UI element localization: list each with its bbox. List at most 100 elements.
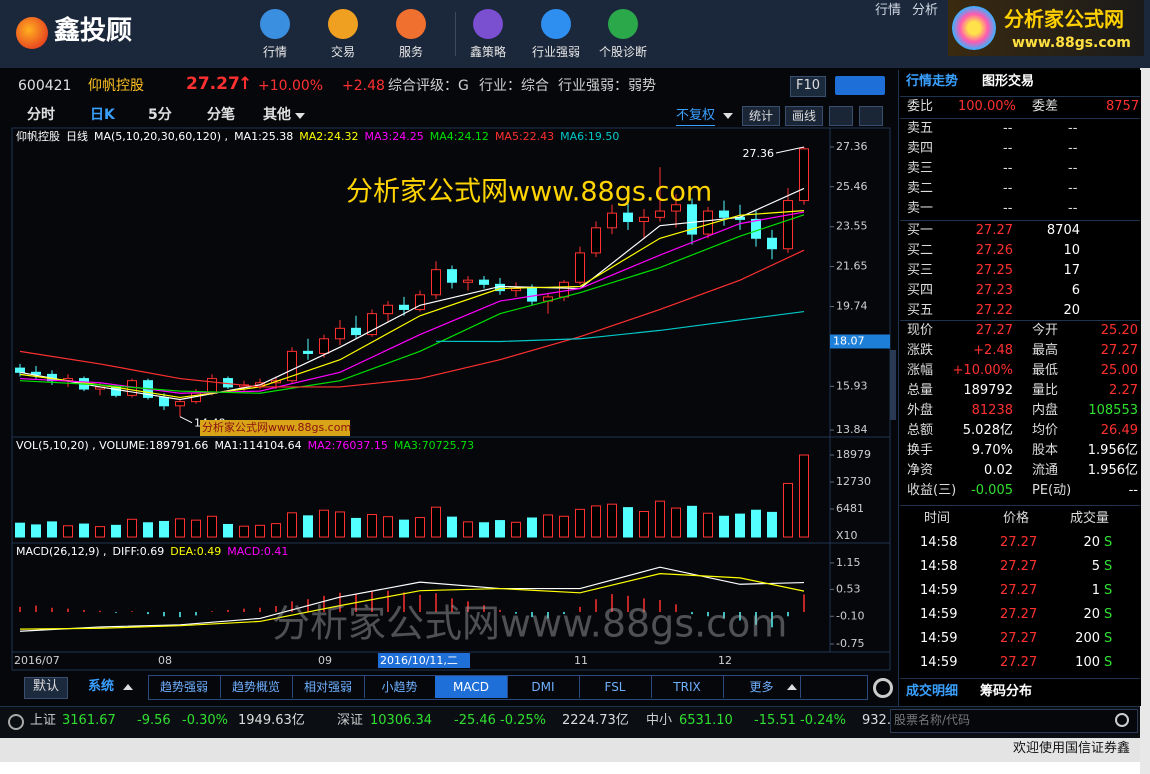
- indicator-tab[interactable]: MACD: [435, 676, 508, 698]
- top-link[interactable]: 分析: [912, 3, 939, 18]
- trade-side: S: [1104, 535, 1113, 550]
- trade-volume: 1: [1091, 583, 1100, 598]
- indicator-tab[interactable]: 趋势强弱: [148, 676, 221, 698]
- stat-value: 189792: [963, 383, 1013, 398]
- stat-label: 最低: [1032, 363, 1059, 378]
- ask-label: 卖一: [907, 201, 934, 216]
- indicator-tab[interactable]: DMI: [507, 676, 580, 698]
- panel-divider: [900, 320, 1140, 321]
- bid-label: 买五: [907, 303, 934, 318]
- trade-price: 27.27: [1000, 655, 1038, 670]
- panel-tab[interactable]: 行情走势: [906, 74, 959, 89]
- trade-side: S: [1104, 631, 1113, 646]
- weibi-value: 100.00%: [958, 99, 1016, 114]
- stock-change: +2.48: [342, 78, 385, 94]
- tool-fuquan[interactable]: 不复权: [676, 107, 716, 126]
- f10-button[interactable]: F10: [790, 76, 826, 97]
- logo-text: 鑫投顾: [54, 16, 133, 46]
- stat-value: 27.27: [1100, 343, 1138, 358]
- stat-label: PE(动): [1032, 483, 1072, 498]
- ask-label: 卖二: [907, 181, 934, 196]
- search-placeholder[interactable]: 股票名称/代码: [894, 713, 971, 727]
- ask-price: --: [1003, 141, 1013, 156]
- trade-time: 14:58: [920, 559, 958, 574]
- nav-label[interactable]: 个股诊断: [598, 45, 647, 59]
- stat-label: 现价: [907, 323, 934, 338]
- stat-value: 25.20: [1100, 323, 1138, 338]
- stat-label: 换手: [907, 443, 934, 458]
- stat-label: 收益(三): [907, 483, 957, 498]
- trade-side: S: [1104, 607, 1113, 622]
- chart-tab[interactable]: 分笔: [207, 107, 235, 123]
- nav-icon[interactable]: [608, 9, 638, 39]
- chart-tab[interactable]: 分时: [27, 107, 55, 123]
- nav-icon[interactable]: [328, 9, 358, 39]
- top-link[interactable]: 行情: [875, 3, 902, 18]
- market-change: -9.56: [137, 713, 171, 728]
- panel-bottom-tab[interactable]: 成交明细: [906, 684, 959, 699]
- stat-label: 总量: [907, 383, 934, 398]
- stock-change-pct: +10.00%: [258, 78, 324, 94]
- triangle-up: [123, 684, 133, 690]
- nav-icon[interactable]: [541, 9, 571, 39]
- stat-value: 26.49: [1100, 423, 1138, 438]
- trades-header: 成交量: [1070, 511, 1110, 526]
- indicator-tab[interactable]: 相对强弱: [292, 676, 365, 698]
- settings-gear[interactable]: [873, 678, 893, 698]
- panel-bottom-tab[interactable]: 筹码分布: [980, 684, 1033, 699]
- stat-value: +2.48: [973, 343, 1013, 358]
- trades-header: 价格: [1003, 511, 1030, 526]
- bid-label: 买一: [907, 223, 934, 238]
- stock-name: 仰帆控股: [88, 78, 144, 94]
- tool-stats[interactable]: 统计: [742, 106, 780, 126]
- trade-time: 14:59: [920, 631, 958, 646]
- trade-volume: 5: [1091, 559, 1100, 574]
- chart-tab[interactable]: 5分: [148, 107, 172, 123]
- weicha-value: 8757: [1106, 99, 1140, 114]
- bid-volume: 17: [1063, 263, 1080, 278]
- nav-icon[interactable]: [473, 9, 503, 39]
- stat-value: 5.028亿: [962, 423, 1013, 438]
- tool-draw[interactable]: 画线: [785, 106, 823, 126]
- ask-volume: --: [1068, 121, 1078, 136]
- triangle-down: [723, 113, 733, 119]
- market-change: -15.51: [754, 713, 796, 728]
- zoom-out[interactable]: [859, 106, 883, 126]
- market-pct: -0.24%: [800, 713, 846, 728]
- bid-price: 27.22: [975, 303, 1013, 318]
- default-btn[interactable]: 默认: [24, 677, 68, 699]
- nav-label[interactable]: 服务: [398, 45, 423, 59]
- trade-side: S: [1104, 559, 1113, 574]
- stat-label: 量比: [1032, 383, 1059, 398]
- indicator-tab[interactable]: TRIX: [651, 676, 724, 698]
- zoom-in[interactable]: [829, 106, 853, 126]
- nav-label[interactable]: 鑫策略: [469, 45, 506, 59]
- nav-label[interactable]: 交易: [330, 45, 355, 59]
- indicator-tab[interactable]: FSL: [579, 676, 652, 698]
- nav-label[interactable]: 行情: [262, 45, 287, 59]
- indicator-tab[interactable]: 趋势概览: [220, 676, 293, 698]
- nav-icon[interactable]: [396, 9, 426, 39]
- panel-tab[interactable]: 图形交易: [982, 74, 1035, 89]
- panel-divider: [900, 118, 1140, 119]
- system-btn[interactable]: 系统: [88, 679, 115, 694]
- bid-price: 27.25: [975, 263, 1013, 278]
- indicator-tab[interactable]: 更多: [723, 676, 801, 698]
- ask-volume: --: [1068, 161, 1078, 176]
- chart-tab[interactable]: 其他: [263, 107, 291, 123]
- ask-label: 卖五: [907, 121, 934, 136]
- stat-label: 流通: [1032, 463, 1059, 478]
- footer-text: 欢迎使用国信证券鑫: [1013, 741, 1131, 756]
- bid-volume: 6: [1071, 283, 1080, 298]
- indicator-tab[interactable]: 小趋势: [364, 676, 436, 698]
- search-box[interactable]: [890, 709, 1138, 733]
- chart-tab[interactable]: 日K: [90, 107, 115, 123]
- trade-price: 27.27: [1000, 559, 1038, 574]
- trade-time: 14:59: [920, 655, 958, 670]
- stock-code: 600421: [18, 78, 72, 94]
- nav-icon[interactable]: [260, 9, 290, 39]
- stat-label: 涨幅: [907, 363, 934, 378]
- footer-bg: [0, 738, 1140, 762]
- nav-label[interactable]: 行业强弱: [531, 45, 580, 59]
- add-button[interactable]: [835, 76, 885, 95]
